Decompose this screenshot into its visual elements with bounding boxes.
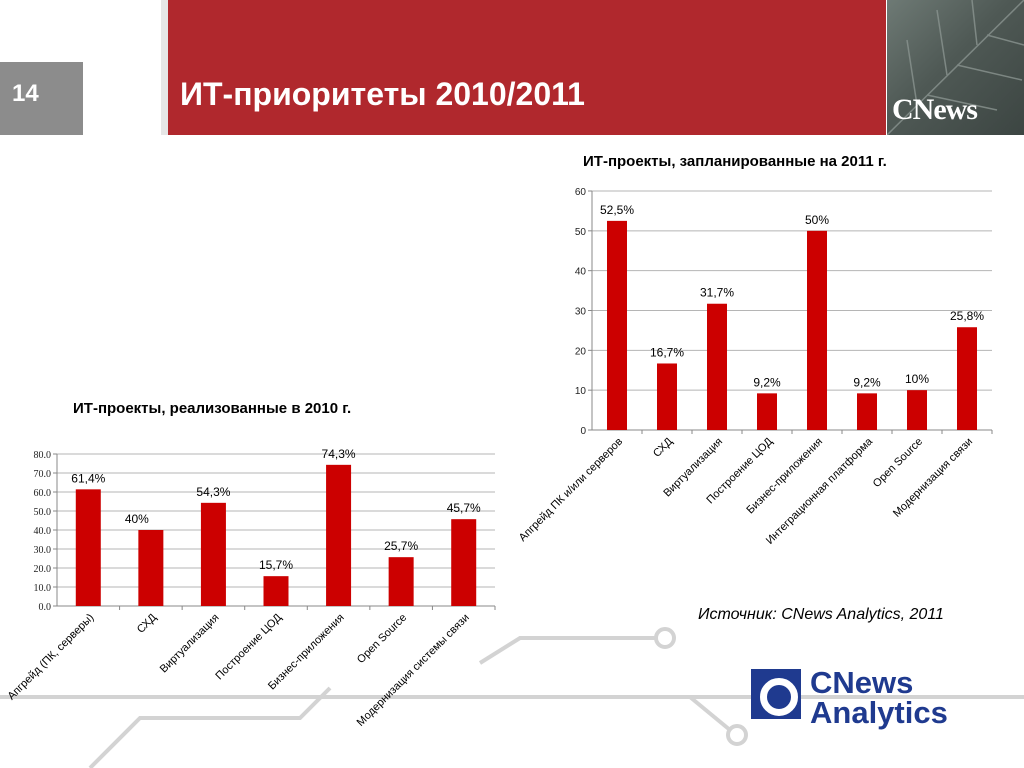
bar [263,576,289,606]
y-tick-label: 40.0 [34,526,52,537]
header-divider [161,0,168,135]
page-title: ИТ-приоритеты 2010/2011 [180,76,585,112]
data-label: 9,2% [853,375,881,389]
data-label: 15,7% [259,558,293,572]
bar [707,303,727,430]
category-label: Виртуализация [158,612,222,676]
logo-text-cnews: CNews [810,665,914,700]
data-label: 54,3% [196,485,230,499]
leaf-veins-icon [887,0,1024,135]
bar [451,519,477,606]
category-label: Open Source [355,612,409,666]
cnews-brand-logo: CNews [892,93,978,126]
data-label: 31,7% [700,286,734,300]
y-tick-label: 10 [575,386,587,397]
data-label: 25,7% [384,539,418,553]
data-label: 45,7% [447,501,481,515]
bar [807,230,827,430]
data-label: 50% [805,213,829,227]
y-tick-label: 70.0 [34,469,52,480]
leaf-image [887,0,1024,135]
bar [200,502,226,606]
y-tick-label: 50.0 [34,507,52,518]
bar [857,393,877,430]
y-tick-label: 10.0 [34,583,52,594]
logo-text-analytics: Analytics [810,695,948,730]
data-label: 10% [905,372,929,386]
category-label: СХД [135,611,160,636]
bar [388,557,414,606]
page-number-box [0,62,83,135]
bar [75,489,101,606]
page-number: 14 [12,80,39,107]
y-tick-label: 0 [580,426,586,437]
header-band [168,0,886,135]
chart-2010-title: ИТ-проекты, реализованные в 2010 г. [73,400,352,417]
data-label: 25,8% [950,309,984,323]
chart-2011-title: ИТ-проекты, запланированные на 2011 г. [583,153,887,170]
data-label: 52,5% [600,203,634,217]
category-label: Апгрейд (ПК, серверы) [6,612,97,703]
bar [657,363,677,430]
bar [326,464,352,606]
y-tick-label: 50 [575,227,587,238]
y-tick-label: 0.0 [39,602,52,613]
bar [957,327,977,430]
category-label: Модернизация системы связи [355,612,472,729]
logo-ring-icon [760,678,798,716]
bar [607,220,627,430]
y-tick-label: 60 [575,187,587,198]
y-tick-label: 40 [575,267,587,278]
bar [907,390,927,430]
y-tick-label: 30.0 [34,545,52,556]
bar [757,393,777,430]
y-tick-label: 30 [575,307,587,318]
bar [138,530,164,606]
data-label: 16,7% [650,345,684,359]
y-tick-label: 20 [575,346,587,357]
y-tick-label: 20.0 [34,564,52,575]
y-tick-label: 60.0 [34,488,52,499]
source-note: Источник: CNews Analytics, 2011 [698,606,944,623]
data-label: 61,4% [71,471,105,485]
category-label: Построение ЦОД [213,611,284,682]
data-label: 9,2% [753,375,781,389]
data-label: 40% [125,512,149,526]
data-label: 74,3% [322,447,356,461]
y-tick-label: 80.0 [34,450,52,461]
